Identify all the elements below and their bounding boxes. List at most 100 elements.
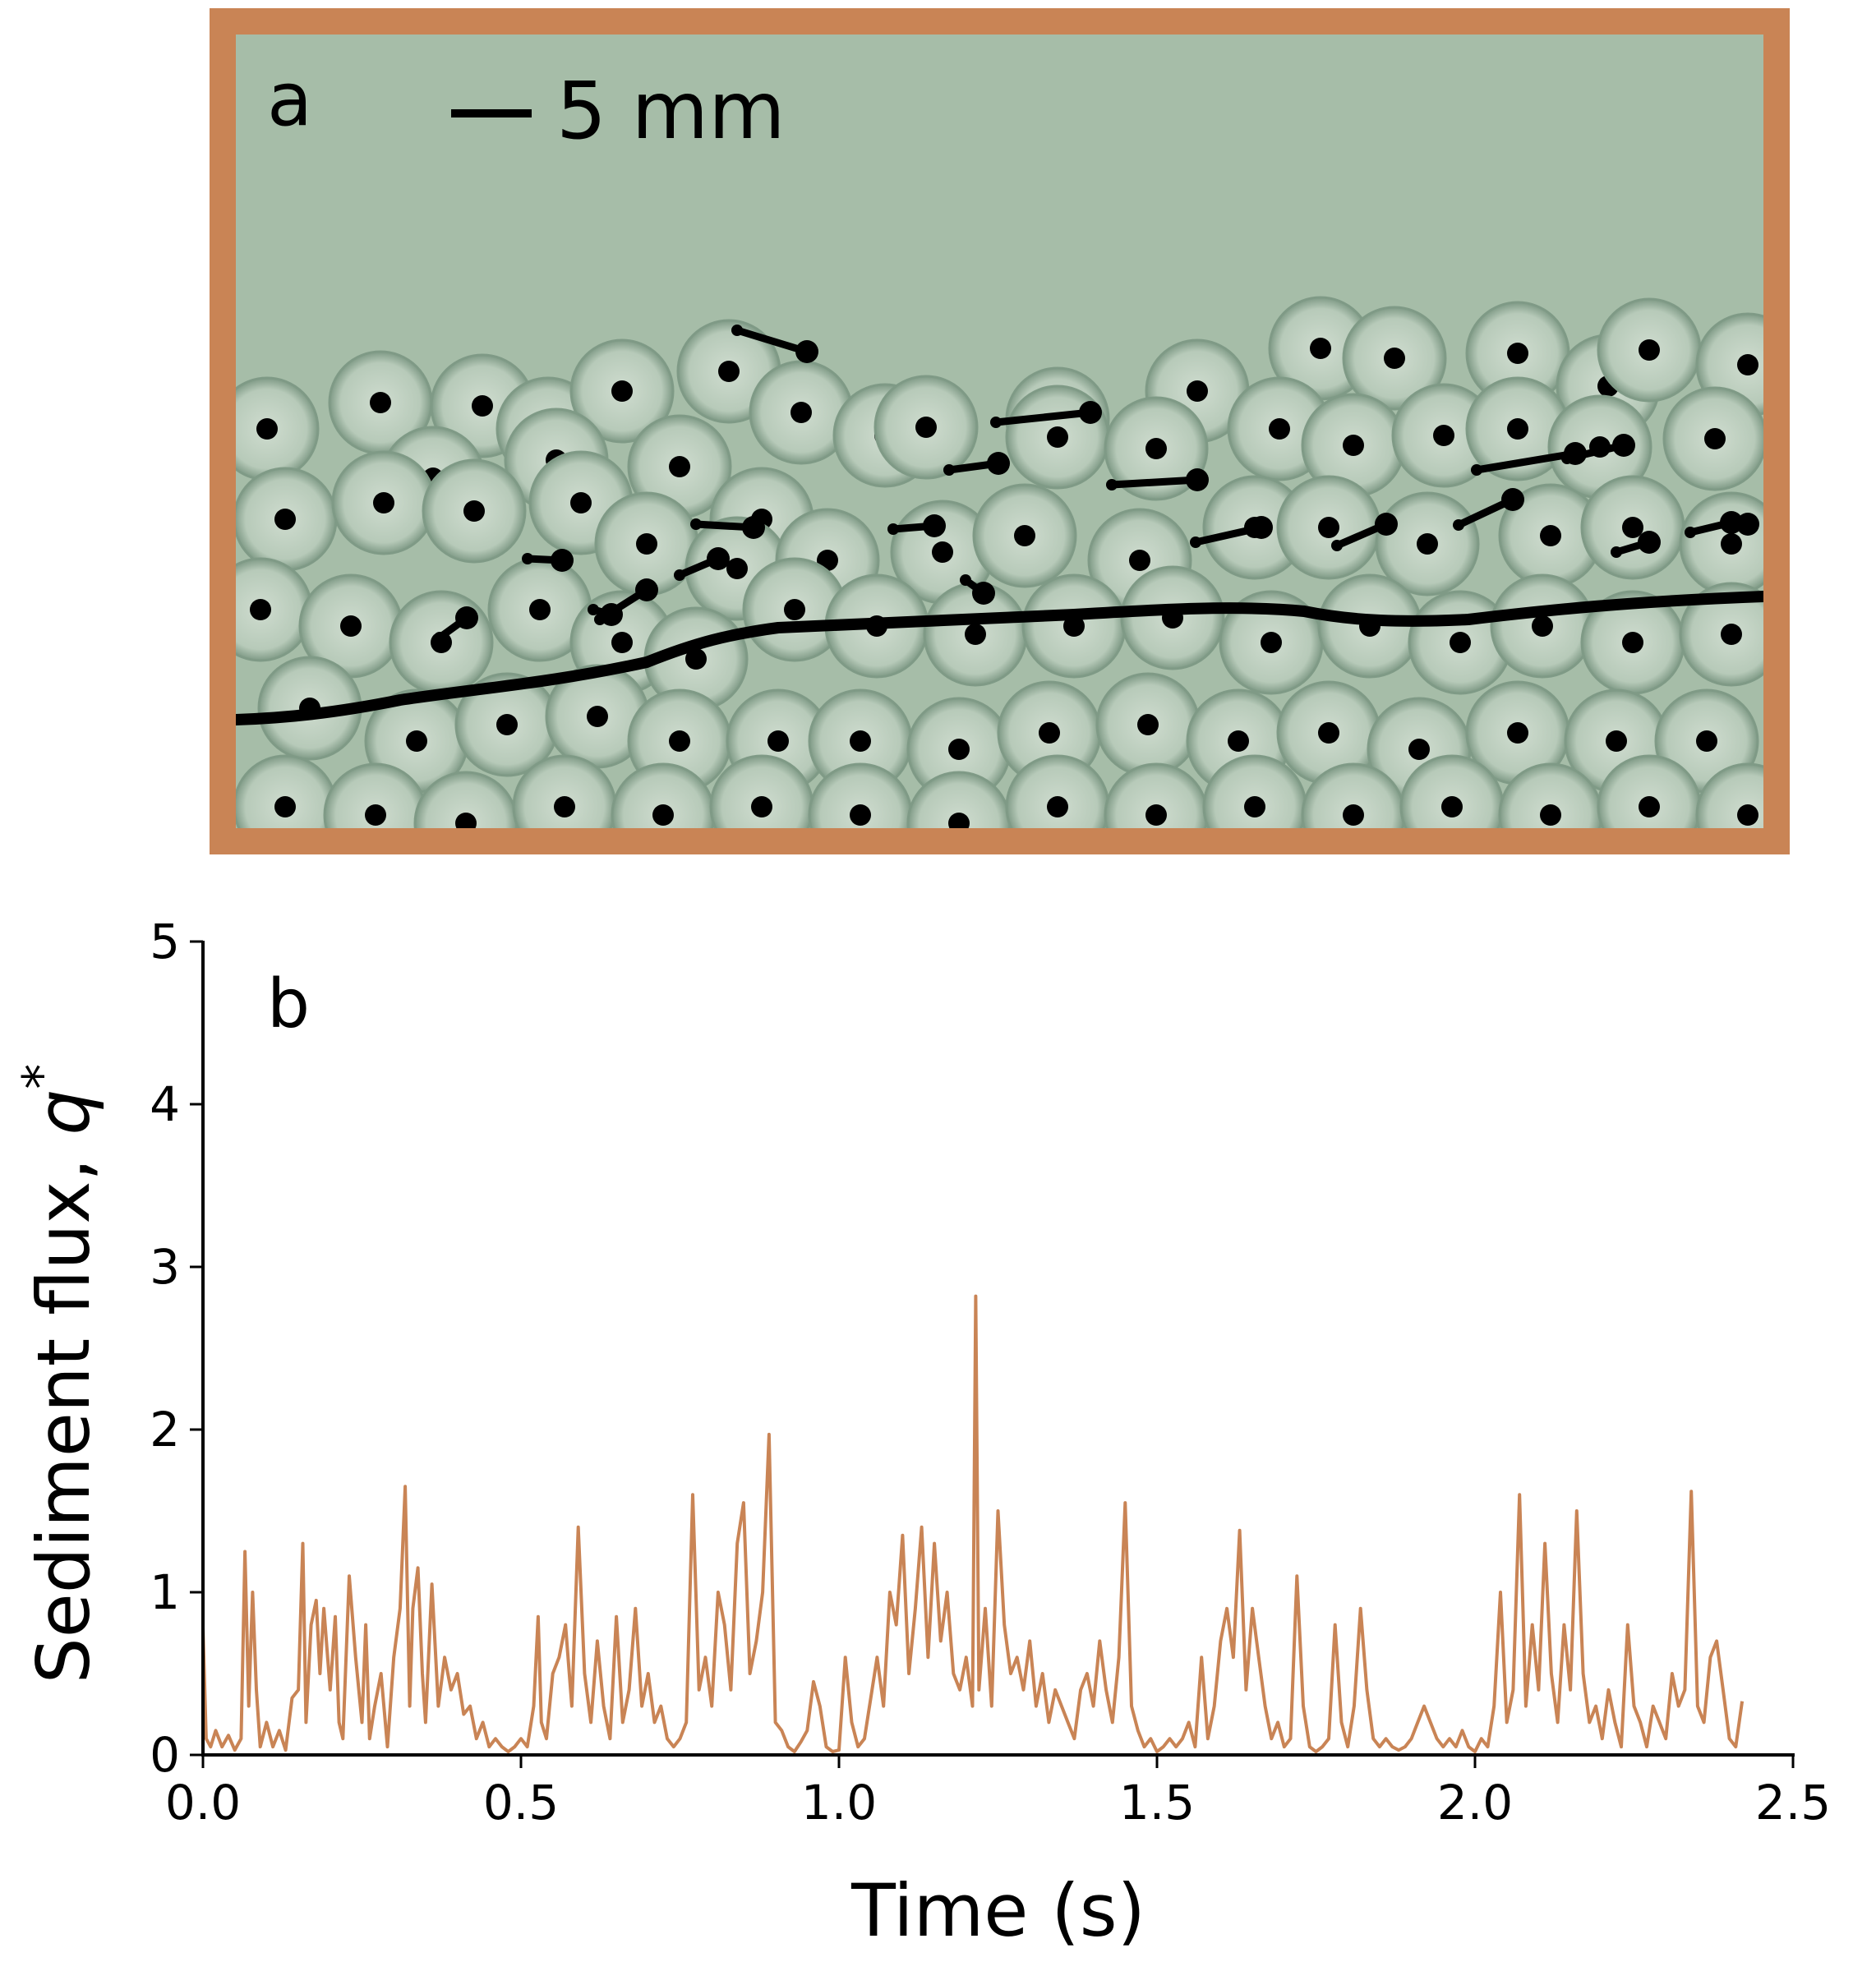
bed-surface-line [236,591,1763,725]
y-tick-label: 4 [150,1076,180,1132]
velocity-vector-icon [1108,476,1201,489]
particle-center-marker [1417,533,1438,555]
particle-center-marker [1532,615,1553,637]
vector-tail-dot [1190,536,1201,548]
particle-center-marker [1696,730,1717,752]
x-axis-label: Time (s) [850,1868,1145,1953]
particle-center-marker [373,492,394,513]
x-tick-label: 0.5 [483,1775,559,1831]
particle-center-marker [784,599,805,620]
particle-center-marker [1187,380,1208,402]
particle-center-marker [1408,739,1430,760]
vector-head-dot [1612,434,1635,457]
y-tick-label: 3 [150,1239,180,1295]
flux-line [201,1294,1745,1753]
particle-center-marker [256,418,278,440]
vector-tail-dot [943,464,955,476]
particle-center-marker [850,730,871,752]
vector-head-dot [707,547,730,570]
particle-center-marker [1737,804,1758,826]
particle-center-marker [554,796,575,817]
particle-center-marker [1622,517,1643,538]
particle-center-marker [1507,418,1528,440]
scale-bar-label: 5 mm [556,65,786,157]
vector-tail-dot [990,417,1002,428]
y-axis-label-text: Sediment flux, [21,1135,106,1684]
particle-center-marker [718,361,740,382]
vector-tail-dot [1734,518,1745,529]
particle-center-marker [1244,796,1265,817]
particle-center-marker [1622,632,1643,653]
particle-center-marker [751,796,772,817]
flux-series [201,1294,1745,1753]
particle-center-marker [1450,632,1471,653]
y-axis-label: Sediment flux, q* [12,1064,107,1684]
y-tick-label: 2 [150,1402,180,1458]
vector-head-dot [987,452,1010,475]
particle-center-marker [1606,730,1627,752]
vector-tail-dot [1106,479,1118,490]
particle-center-marker [726,558,748,579]
particle-center-marker [1129,550,1150,571]
vector-tail-dot [1611,546,1622,558]
particle-center-marker [1507,722,1528,744]
x-tick-label: 2.5 [1755,1775,1831,1831]
y-ticks: 0 1 2 3 4 5 [150,914,203,1783]
particle-center-marker [767,730,789,752]
particle-center-marker [1721,533,1742,555]
particle-center-marker [1639,339,1660,361]
vector-head-dot [1564,442,1587,465]
particle-center-marker [611,380,633,402]
particle-center-marker [1721,624,1742,645]
particle-center-marker [791,402,812,423]
particle-center-marker [406,730,427,752]
vector-tail-dot [1685,527,1696,538]
x-tick-label: 2.0 [1437,1775,1513,1831]
particle-center-marker [1039,722,1060,744]
particle-center-marker [472,395,493,417]
particle-center-marker [1737,354,1758,375]
y-tick-label: 5 [150,914,180,969]
particle-center-marker [274,509,296,530]
vector-tail-dot [887,523,899,535]
particle-center-marker [1540,804,1561,826]
y-tick-label: 0 [150,1727,180,1783]
vector-head-dot [635,578,658,601]
particle-center-marker [1507,343,1528,364]
vector-head-dot [1079,401,1102,424]
sediment-flux-chart: 0.0 0.5 1.0 1.5 2.0 2.5 0 1 2 3 4 5 b Time (s) Sed… [12,914,1832,1953]
particle-center-marker [365,804,386,826]
panel-b-label: b [267,965,310,1043]
particle-center-marker [455,813,477,828]
x-tick-label: 0.0 [165,1775,241,1831]
particle-center-marker [1228,730,1249,752]
vector-tail-dot [731,325,743,336]
particle-center-marker [570,492,592,513]
vector-head-dot [1250,516,1273,539]
particle-center-marker [1145,804,1167,826]
particle-center-marker [669,456,690,477]
vector-head-dot [795,340,818,363]
particle-center-marker [1261,632,1282,653]
vector-head-dot [1375,513,1398,536]
vector-tail-dot [1331,540,1343,551]
vector-head-dot [1186,468,1209,491]
particle-center-marker [1047,426,1068,448]
x-ticks: 0.0 0.5 1.0 1.5 2.0 2.5 [165,1755,1831,1831]
y-tick-label: 1 [150,1564,180,1620]
vector-head-dot [742,516,765,539]
particle-center-marker [1318,517,1339,538]
vector-tail-dot [588,604,599,615]
vector-tail-dot [674,569,685,581]
vector-head-dot [600,603,623,626]
particle-center-marker [1639,796,1660,817]
particle-center-marker [850,804,871,826]
particle-center-marker [340,615,362,637]
particle-center-marker [529,599,551,620]
velocity-vector-icon [1473,449,1579,474]
particle-center-marker [685,648,707,670]
particle-center-marker [1704,428,1726,449]
panel-a-label: a [267,57,312,143]
vector-tail-dot [690,518,702,530]
vector-tail-dot [1453,519,1464,531]
